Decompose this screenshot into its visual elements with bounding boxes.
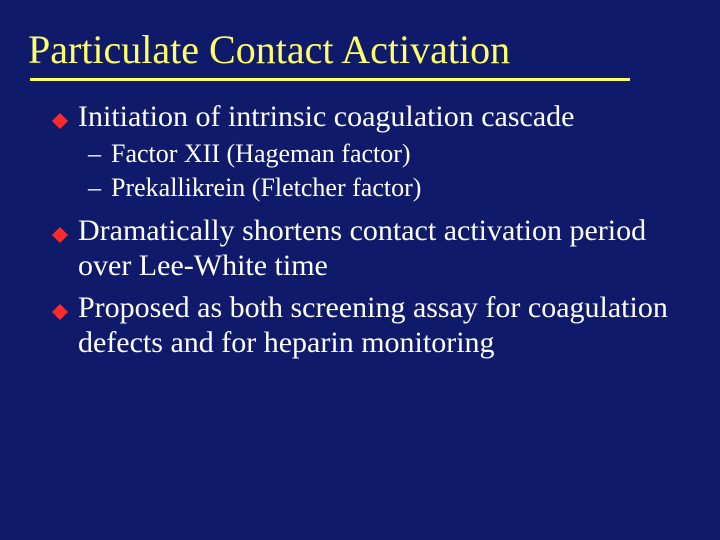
bullet-item: Proposed as both screening assay for coa… [52,290,676,361]
bullet-leadword: Initiation [78,100,188,133]
sub-bullet-group: – Factor XII (Hageman factor) – Prekalli… [88,138,676,202]
content-area: Initiation of intrinsic coagulation casc… [0,99,720,360]
bullet-leadword: Dramatically [78,214,235,247]
sub-bullet-item: – Factor XII (Hageman factor) [88,138,676,169]
slide-title: Particulate Contact Activation [28,28,692,76]
sub-bullet-item: – Prekallikrein (Fletcher factor) [88,172,676,203]
sub-bullet-text: Factor XII (Hageman factor) [111,138,411,169]
bullet-item: Initiation of intrinsic coagulation casc… [52,99,676,134]
dash-bullet-icon: – [88,138,101,169]
title-underline [30,78,630,81]
bullet-leadword: Proposed [78,291,190,324]
dash-bullet-icon: – [88,172,101,203]
sub-bullet-text: Prekallikrein (Fletcher factor) [111,172,421,203]
bullet-restword: of intrinsic coagulation cascade [188,100,575,133]
bullet-text: Initiation of intrinsic coagulation casc… [78,99,575,134]
bullet-text: Dramatically shortens contact activation… [78,213,676,284]
diamond-bullet-icon [52,227,68,235]
title-area: Particulate Contact Activation [28,28,692,81]
slide: Particulate Contact Activation Initiatio… [0,0,720,540]
bullet-text: Proposed as both screening assay for coa… [78,290,676,361]
bullet-item: Dramatically shortens contact activation… [52,213,676,284]
diamond-bullet-icon [52,113,68,121]
diamond-bullet-icon [52,304,68,312]
